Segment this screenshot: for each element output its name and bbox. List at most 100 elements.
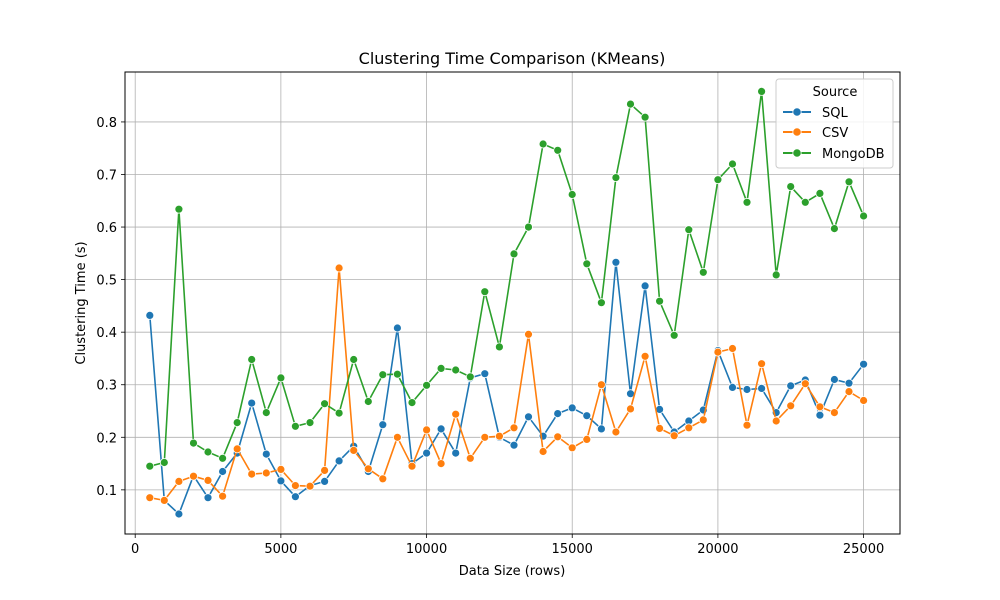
- point-csv: [728, 344, 737, 353]
- point-csv: [844, 387, 854, 397]
- series-mongodb: [145, 87, 868, 471]
- x-tick-label: 20000: [697, 542, 738, 557]
- point-mongodb: [582, 259, 592, 269]
- point-csv: [378, 474, 388, 484]
- point-mongodb: [742, 197, 752, 207]
- point-mongodb: [698, 267, 708, 277]
- y-tick-label: 0.7: [96, 168, 117, 183]
- point-mongodb: [786, 182, 796, 192]
- point-mongodb: [392, 369, 402, 379]
- y-tick-label: 0.8: [96, 116, 117, 131]
- point-sql: [436, 424, 446, 434]
- x-tick-label: 10000: [406, 542, 447, 557]
- y-axis-title: Clustering Time (s): [74, 241, 89, 364]
- legend-marker-csv: [792, 127, 802, 137]
- point-sql: [786, 381, 796, 391]
- point-csv: [290, 481, 300, 491]
- point-sql: [728, 382, 737, 392]
- point-csv: [611, 427, 621, 437]
- point-mongodb: [189, 438, 198, 448]
- point-sql: [218, 467, 228, 476]
- point-sql: [830, 375, 839, 384]
- point-csv: [815, 402, 825, 412]
- y-tick-label: 0.3: [96, 379, 117, 394]
- point-sql: [378, 420, 388, 430]
- point-csv: [553, 432, 563, 442]
- point-csv: [494, 431, 504, 441]
- point-csv: [698, 415, 708, 425]
- point-mongodb: [524, 222, 533, 232]
- y-tick-label: 0.4: [96, 326, 117, 341]
- point-csv: [669, 431, 679, 441]
- point-mongodb: [247, 355, 257, 364]
- point-mongodb: [800, 197, 810, 207]
- point-csv: [261, 468, 271, 478]
- point-mongodb: [407, 398, 417, 408]
- series-layer: [145, 87, 868, 519]
- point-mongodb: [553, 145, 563, 155]
- point-sql: [451, 448, 461, 458]
- point-mongodb: [451, 365, 461, 375]
- y-axis: 0.1 0.2 0.3 0.4 0.5 0.6 0.7 0.8: [96, 116, 125, 499]
- x-tick-label: 25000: [843, 542, 884, 557]
- point-mongodb: [640, 112, 650, 122]
- point-csv: [626, 404, 635, 414]
- point-csv: [247, 469, 257, 479]
- point-sql: [145, 310, 155, 320]
- point-mongodb: [844, 177, 854, 187]
- point-mongodb: [538, 139, 548, 149]
- point-csv: [684, 423, 694, 433]
- point-mongodb: [859, 211, 868, 221]
- point-mongodb: [349, 355, 359, 364]
- point-csv: [640, 351, 650, 361]
- series-csv: [145, 263, 868, 505]
- point-mongodb: [509, 249, 519, 259]
- point-mongodb: [436, 363, 446, 373]
- point-csv: [349, 445, 359, 455]
- point-mongodb: [203, 447, 213, 457]
- point-csv: [713, 347, 723, 357]
- point-sql: [247, 398, 257, 408]
- point-sql: [290, 492, 300, 502]
- point-mongodb: [494, 342, 504, 352]
- y-tick-label: 0.6: [96, 221, 117, 236]
- point-csv: [757, 359, 766, 369]
- point-mongodb: [757, 87, 766, 96]
- point-csv: [392, 432, 402, 442]
- point-csv: [422, 425, 432, 435]
- x-tick-label: 0: [131, 542, 139, 557]
- point-csv: [203, 475, 213, 485]
- point-csv: [480, 432, 490, 442]
- point-sql: [582, 411, 592, 421]
- point-sql: [174, 509, 184, 519]
- legend-entry-mongodb: MongoDB: [783, 147, 885, 162]
- point-csv: [159, 495, 169, 505]
- point-mongodb: [174, 204, 184, 214]
- point-csv: [465, 453, 475, 463]
- point-mongodb: [422, 380, 432, 390]
- point-csv: [509, 423, 519, 433]
- point-sql: [597, 424, 606, 434]
- x-tick-label: 5000: [264, 542, 297, 557]
- point-csv: [276, 464, 286, 474]
- point-csv: [786, 401, 796, 411]
- point-mongodb: [684, 225, 694, 235]
- point-csv: [771, 416, 781, 426]
- point-mongodb: [378, 370, 388, 380]
- point-csv: [363, 464, 373, 474]
- point-mongodb: [145, 461, 155, 471]
- point-sql: [859, 359, 868, 369]
- point-csv: [218, 491, 228, 501]
- point-csv: [742, 420, 752, 430]
- point-mongodb: [815, 188, 825, 198]
- legend-box: [775, 78, 894, 169]
- point-mongodb: [480, 287, 490, 297]
- point-csv: [538, 447, 548, 456]
- legend-label-mongodb: MongoDB: [822, 147, 885, 162]
- point-mongodb: [611, 173, 621, 183]
- point-sql: [611, 257, 621, 267]
- point-mongodb: [232, 418, 242, 428]
- point-mongodb: [465, 372, 475, 382]
- point-sql: [524, 412, 533, 422]
